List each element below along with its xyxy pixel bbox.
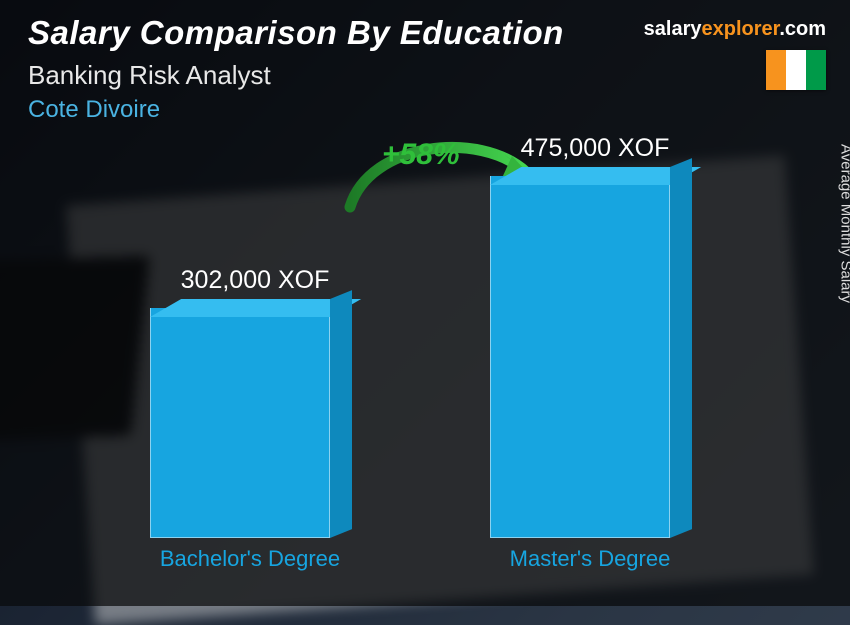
- flag-stripe-3: [806, 50, 826, 90]
- bar-shape-bachelors: [150, 308, 330, 538]
- bar-side-face: [330, 290, 352, 538]
- bar-label-masters: Master's Degree: [470, 546, 710, 572]
- bar-value-bachelors: 302,000 XOF: [130, 266, 380, 295]
- flag-stripe-1: [766, 50, 786, 90]
- brand-mid: explorer: [701, 18, 779, 40]
- salary-bar-chart: +58% 302,000 XOF Bachelor's Degree 475,0…: [120, 128, 740, 578]
- bar-shape-masters: [490, 176, 670, 538]
- brand-logo: salaryexplorer.com: [644, 18, 826, 41]
- bar-masters: 475,000 XOF Master's Degree: [480, 176, 680, 538]
- country-flag-icon: [766, 50, 826, 90]
- brand-prefix: salary: [644, 18, 702, 40]
- flag-stripe-2: [786, 50, 806, 90]
- bar-label-bachelors: Bachelor's Degree: [130, 546, 370, 572]
- bar-side-face: [670, 158, 692, 538]
- brand-suffix: .com: [779, 18, 826, 40]
- y-axis-label: Average Monthly Salary: [838, 144, 850, 303]
- bar-front-face: [150, 308, 330, 538]
- job-title: Banking Risk Analyst: [28, 60, 271, 91]
- infographic-content: Salary Comparison By Education Banking R…: [0, 0, 850, 606]
- bar-value-masters: 475,000 XOF: [470, 134, 720, 163]
- country-label: Cote Divoire: [28, 96, 160, 124]
- bar-bachelors: 302,000 XOF Bachelor's Degree: [140, 308, 340, 538]
- percentage-increase-badge: +58%: [382, 138, 460, 172]
- page-title: Salary Comparison By Education: [28, 14, 564, 52]
- bar-front-face: [490, 176, 670, 538]
